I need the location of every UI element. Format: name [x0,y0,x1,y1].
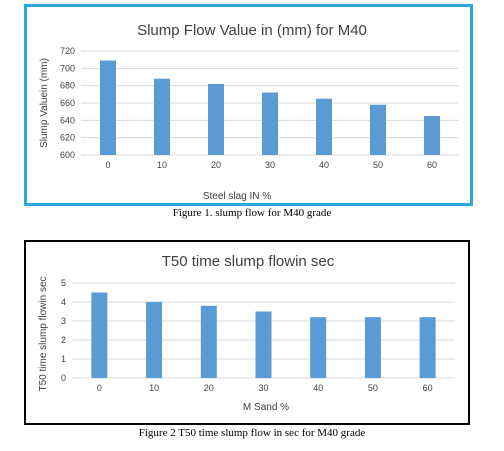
bar [200,305,217,378]
bar [310,317,327,378]
y-tick-label: 700 [60,63,75,73]
bar [419,317,436,378]
x-tick-label: 50 [373,160,383,170]
y-tick-label: 720 [60,46,75,56]
figure-1-caption: Figure 1. slump flow for M40 grade [172,207,332,219]
y-tick-label: 3 [61,316,66,326]
y-tick-label: 0 [61,373,66,383]
y-axis-label: Slump Valuein (mm) [39,58,50,148]
bar [364,317,381,378]
chart-title: T50 time slump flowin sec [162,253,335,270]
slump-flow-chart: Slump Flow Value in (mm) for M4060062064… [39,22,459,202]
x-tick-label: 0 [97,383,102,393]
bar [370,104,386,155]
chart-title: Slump Flow Value in (mm) for M40 [137,22,367,39]
x-tick-label: 0 [105,160,110,170]
bar [91,292,108,378]
chart-1-frame: Slump Flow Value in (mm) for M40 600 620 64… [24,4,473,206]
y-axis-label: T50 time slump flowin sec [38,276,49,391]
y-tick-label: 4 [61,297,66,307]
x-tick-label: 40 [313,383,323,393]
bar [316,98,332,155]
y-tick-label: 640 [60,115,75,125]
x-axis-label: Steel slag IN % [203,191,271,202]
y-tick-label: 620 [60,133,75,143]
x-tick-label: 30 [258,383,268,393]
bar [208,83,224,155]
x-tick-label: 60 [427,160,437,170]
x-tick-label: 60 [423,383,433,393]
bar [255,311,272,378]
x-tick-label: 10 [149,383,159,393]
figure-2-caption: Figure 2 T50 time slump flow in sec for … [138,427,366,439]
x-tick-label: 10 [157,160,167,170]
bar [154,78,170,155]
x-tick-label: 50 [368,383,378,393]
y-tick-label: 660 [60,98,75,108]
y-tick-label: 1 [61,354,66,364]
x-tick-label: 30 [265,160,275,170]
bar [100,60,116,155]
bar [262,92,278,155]
x-tick-label: 40 [319,160,329,170]
x-tick-label: 20 [204,383,214,393]
x-tick-label: 20 [211,160,221,170]
chart-2-frame: T50 time slump flowin sec 0 1 2 3 4 5 0 10 20 30 40… [24,240,470,425]
y-tick-label: 2 [61,335,66,345]
y-tick-label: 5 [61,278,66,288]
bar [146,302,163,378]
bar [424,116,440,155]
y-tick-label: 600 [60,150,75,160]
x-axis-label: M Sand % [243,402,289,413]
y-tick-label: 680 [60,81,75,91]
